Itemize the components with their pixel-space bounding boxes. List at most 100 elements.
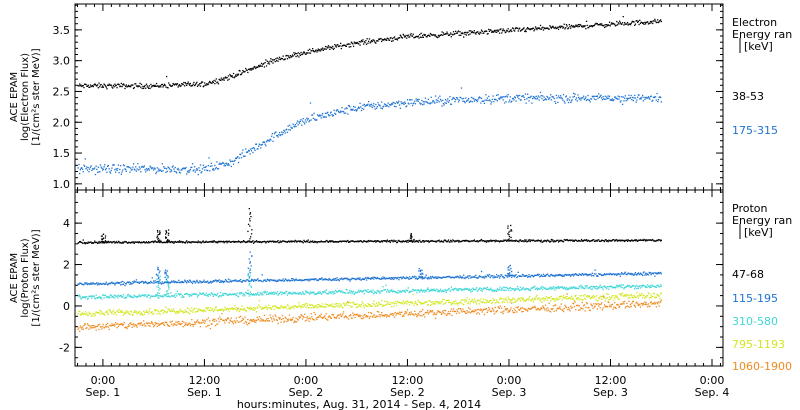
data-point (184, 279, 186, 281)
data-point (647, 96, 650, 98)
data-point (172, 310, 174, 312)
data-point (315, 119, 317, 121)
data-point (81, 313, 83, 315)
data-point (636, 20, 638, 22)
data-point (205, 307, 207, 309)
data-point (626, 284, 629, 287)
data-point (259, 292, 261, 294)
data-point (399, 104, 401, 106)
data-point (172, 241, 174, 243)
data-point (498, 277, 501, 279)
data-point (550, 26, 552, 28)
data-point (94, 167, 96, 169)
data-point (511, 239, 513, 241)
data-point (660, 96, 662, 99)
data-point (318, 278, 320, 281)
data-point (330, 46, 332, 49)
data-point (132, 296, 135, 299)
data-point (370, 278, 372, 280)
data-point (411, 302, 414, 304)
data-point (223, 309, 225, 311)
data-point (181, 241, 183, 243)
data-point (214, 307, 217, 309)
data-point (367, 42, 369, 44)
data-point (116, 310, 118, 312)
spike-point (166, 295, 168, 298)
data-point (572, 286, 574, 289)
data-point (195, 293, 197, 296)
data-point (336, 277, 338, 279)
spike-point (159, 232, 161, 234)
data-point (573, 275, 575, 277)
data-point (347, 302, 350, 304)
data-point (241, 292, 243, 295)
data-point (626, 23, 628, 25)
data-point (412, 103, 414, 105)
data-point (519, 94, 521, 97)
data-point (108, 168, 110, 170)
data-point (546, 239, 548, 242)
data-point (217, 280, 219, 282)
data-point (202, 240, 204, 242)
data-point (421, 302, 423, 304)
data-point (235, 157, 237, 160)
data-point (570, 24, 573, 27)
data-point (461, 32, 463, 34)
spike-point (511, 230, 513, 232)
data-point (144, 242, 146, 244)
data-point (649, 239, 651, 241)
data-point (490, 103, 492, 105)
data-point (550, 240, 552, 243)
data-point (79, 282, 81, 284)
spike-point (101, 240, 103, 242)
data-point (578, 25, 580, 27)
data-point (386, 289, 388, 291)
data-point (275, 58, 277, 60)
data-point (88, 295, 90, 298)
data-point (140, 83, 143, 86)
data-point (381, 240, 383, 242)
data-point (134, 295, 136, 297)
data-point (381, 38, 383, 41)
data-point (601, 97, 603, 99)
data-point (654, 240, 656, 242)
data-point (252, 308, 254, 310)
data-point (428, 299, 430, 302)
data-point (150, 311, 152, 313)
data-point (468, 30, 470, 32)
data-point (364, 41, 366, 44)
data-point (369, 240, 371, 242)
data-point (629, 284, 631, 287)
data-point (350, 41, 353, 43)
data-point (295, 305, 297, 308)
data-point (301, 293, 303, 295)
data-point (593, 273, 596, 275)
data-point (284, 292, 286, 294)
data-point (224, 308, 227, 310)
data-point (555, 26, 557, 28)
data-point (349, 43, 351, 45)
data-point (564, 297, 566, 299)
data-point (332, 291, 334, 293)
spike-point (421, 272, 423, 274)
data-point (612, 273, 614, 275)
data-point (506, 240, 508, 242)
data-point (243, 308, 245, 310)
data-point (258, 294, 260, 296)
data-point (93, 241, 95, 244)
data-point (516, 240, 519, 242)
data-point (242, 69, 244, 72)
data-point (450, 36, 452, 38)
data-point (119, 311, 121, 313)
data-point (195, 169, 197, 171)
data-point (106, 310, 108, 312)
data-point (266, 60, 268, 62)
data-point (579, 273, 581, 276)
data-point (383, 105, 385, 107)
data-point (339, 290, 341, 292)
spike-point (249, 262, 251, 264)
data-point (234, 76, 236, 78)
data-point (268, 307, 271, 309)
data-point (537, 298, 539, 300)
data-point (475, 240, 477, 243)
